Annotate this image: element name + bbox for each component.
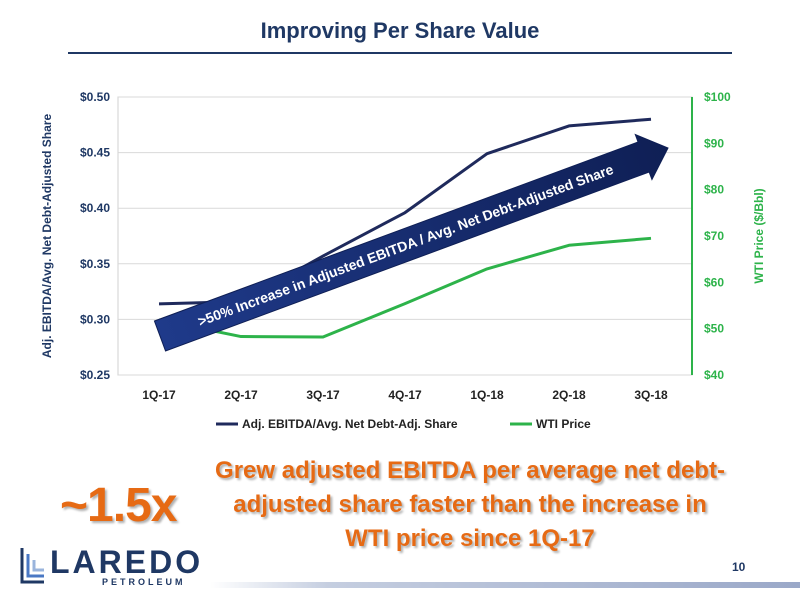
page-title: Improving Per Share Value: [260, 18, 540, 43]
y-left-tick-label: $0.40: [80, 201, 110, 215]
x-tick-label: 3Q-17: [306, 388, 340, 402]
footer-bar: [210, 582, 800, 588]
multiplier-callout: ~1.5x: [60, 479, 177, 532]
y-right-tick-label: $100: [704, 90, 731, 104]
y-right-tick-label: $90: [704, 136, 724, 150]
y-left-tick-label: $0.25: [80, 368, 110, 382]
logo-subtitle: PETROLEUM: [102, 577, 186, 587]
y-right-tick-label: $40: [704, 368, 724, 382]
x-tick-label: 2Q-18: [552, 388, 586, 402]
y-left-tick-label: $0.50: [80, 90, 110, 104]
y-right-axis-title: WTI Price ($/Bbl): [752, 188, 766, 283]
legend-label: Adj. EBITDA/Avg. Net Debt-Adj. Share: [242, 417, 458, 431]
title-divider: [68, 52, 732, 54]
y-right-tick-label: $60: [704, 275, 724, 289]
y-right-tick-label: $50: [704, 322, 724, 336]
x-tick-label: 3Q-18: [634, 388, 668, 402]
page-number: 10: [732, 560, 746, 574]
y-left-axis-title: Adj. EBITDA/Avg. Net Debt-Adjusted Share: [40, 114, 54, 359]
legend-label: WTI Price: [536, 417, 591, 431]
x-tick-label: 2Q-17: [224, 388, 258, 402]
line-chart: $0.25 $0.30 $0.35 $0.40 $0.45 $0.50 $40 $50 $60 $…: [40, 90, 766, 431]
logo-mark-icon: [20, 548, 44, 584]
company-logo: LAREDO PETROLEUM: [20, 544, 220, 588]
y-right-tick-label: $80: [704, 183, 724, 197]
x-tick-label: 1Q-17: [142, 388, 176, 402]
callout-text: Grew adjusted EBITDA per average net deb…: [215, 457, 725, 552]
y-left-tick-label: $0.35: [80, 257, 110, 271]
x-tick-label: 4Q-17: [388, 388, 422, 402]
arrow-shape: [153, 133, 669, 352]
y-left-tick-label: $0.45: [80, 146, 110, 160]
series-line-wti: [158, 236, 652, 339]
x-tick-label: 1Q-18: [470, 388, 504, 402]
y-right-tick-label: $70: [704, 229, 724, 243]
y-left-tick-label: $0.30: [80, 312, 110, 326]
logo-name: LAREDO: [50, 544, 204, 580]
